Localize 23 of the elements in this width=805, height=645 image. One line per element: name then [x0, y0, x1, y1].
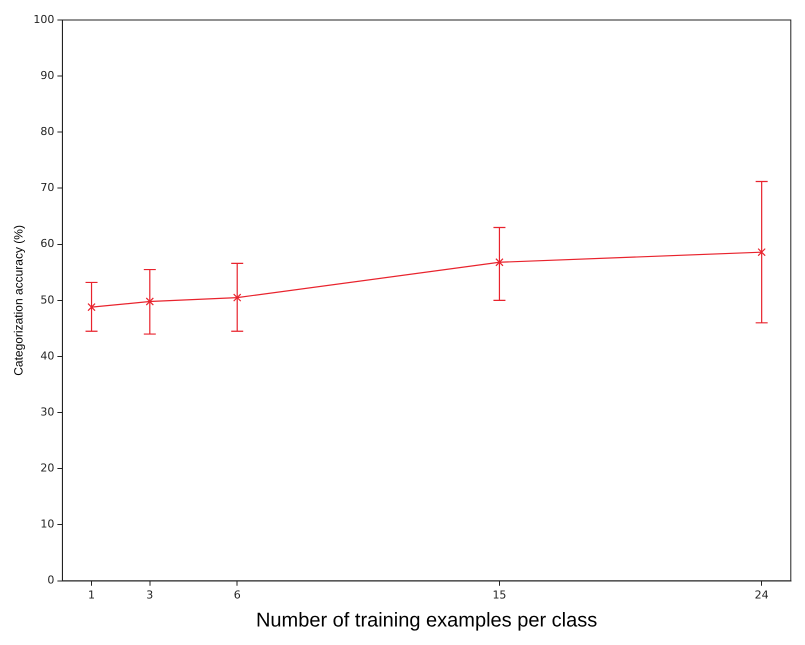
- y-tick-label: 40: [40, 349, 54, 362]
- x-tick-label: 1: [88, 588, 96, 602]
- y-tick-label: 80: [40, 125, 54, 138]
- x-tick-label: 15: [492, 588, 506, 602]
- y-tick-label: 90: [40, 68, 54, 82]
- x-tick-label: 6: [234, 588, 241, 602]
- y-tick-label: 10: [40, 518, 54, 531]
- y-tick-label: 70: [40, 181, 54, 194]
- y-tick-label: 60: [40, 237, 54, 250]
- y-tick-label: 20: [40, 462, 54, 474]
- y-tick-label: 50: [40, 293, 54, 306]
- x-tick-label: 24: [754, 588, 769, 602]
- point: [146, 297, 154, 306]
- y-axis-title: Categorization accuracy (%): [12, 225, 26, 376]
- point: [233, 293, 242, 302]
- x-axis-title: Number of training examples per class: [256, 610, 598, 632]
- point: [758, 248, 766, 256]
- point: [87, 302, 96, 312]
- y-tick-label: 0: [47, 574, 54, 587]
- x-tick-label: 3: [146, 588, 154, 602]
- y-tick-label: 30: [40, 405, 54, 418]
- point: [495, 258, 504, 266]
- y-tick-label: 100: [33, 12, 54, 26]
